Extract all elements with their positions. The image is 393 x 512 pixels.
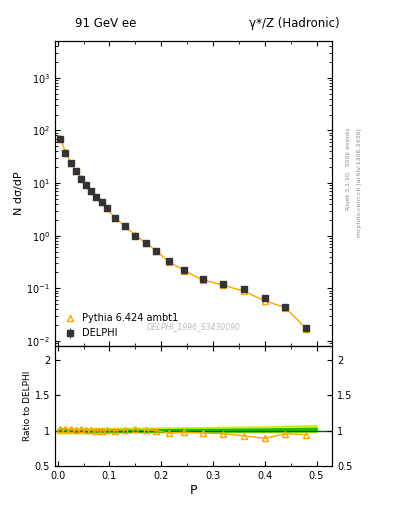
Pythia 6.424 ambt1 (94, 194, 99, 200)
Pythia 6.424 ambt1 (99, 199, 104, 205)
Pythia 6.424 ambt1 (84, 182, 88, 188)
Pythia 6.424 ambt1 (112, 215, 117, 221)
Pythia 6.424 ambt1 (242, 288, 246, 294)
Text: γ*/Z (Hadronic): γ*/Z (Hadronic) (250, 16, 340, 30)
Pythia 6.424 ambt1 (68, 159, 73, 165)
Pythia 6.424 ambt1 (200, 277, 205, 283)
X-axis label: P: P (190, 483, 197, 497)
Pythia 6.424 ambt1 (304, 326, 309, 332)
Pythia 6.424 ambt1 (63, 149, 68, 155)
Pythia 6.424 ambt1 (283, 305, 288, 311)
Text: Rivet 3.1.10,  500k events: Rivet 3.1.10, 500k events (345, 128, 350, 210)
Y-axis label: Ratio to DELPHI: Ratio to DELPHI (23, 371, 32, 441)
Pythia 6.424 ambt1 (154, 248, 158, 254)
Legend: Pythia 6.424 ambt1, DELPHI: Pythia 6.424 ambt1, DELPHI (60, 310, 182, 341)
Pythia 6.424 ambt1 (167, 259, 171, 265)
Pythia 6.424 ambt1 (73, 167, 78, 174)
Pythia 6.424 ambt1 (79, 176, 83, 182)
Text: 91 GeV ee: 91 GeV ee (75, 16, 137, 30)
Y-axis label: N dσ/dP: N dσ/dP (13, 172, 24, 216)
Pythia 6.424 ambt1 (105, 205, 109, 211)
Pythia 6.424 ambt1 (143, 240, 148, 246)
Pythia 6.424 ambt1 (89, 188, 94, 194)
Text: mcplots.cern.ch [arXiv:1306.3436]: mcplots.cern.ch [arXiv:1306.3436] (357, 128, 362, 237)
Line: Pythia 6.424 ambt1: Pythia 6.424 ambt1 (57, 135, 309, 332)
Pythia 6.424 ambt1 (182, 268, 187, 274)
Pythia 6.424 ambt1 (133, 232, 138, 238)
Pythia 6.424 ambt1 (58, 135, 62, 141)
Pythia 6.424 ambt1 (123, 223, 127, 229)
Pythia 6.424 ambt1 (263, 297, 267, 304)
Pythia 6.424 ambt1 (221, 282, 226, 288)
Text: DELPHI_1996_S3430090: DELPHI_1996_S3430090 (147, 322, 241, 331)
